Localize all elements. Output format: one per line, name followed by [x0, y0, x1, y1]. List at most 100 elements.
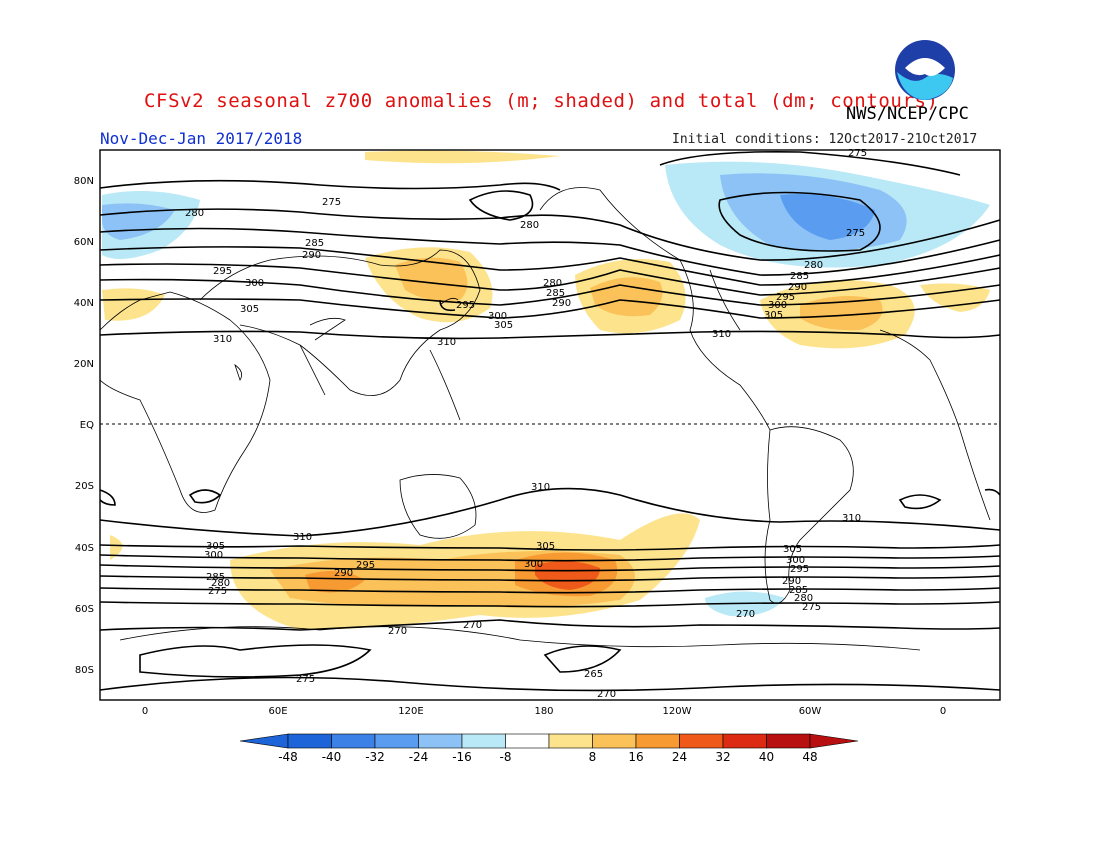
contour-label: 295 [456, 300, 475, 311]
colorbar-right-arrow [809, 733, 859, 749]
contour-label: 305 [206, 541, 225, 552]
contour-label: 280 [211, 578, 230, 589]
contour-label: 275 [848, 148, 867, 159]
lon-label: 0 [142, 706, 148, 717]
lon-label: 0 [940, 706, 946, 717]
contour-label: 270 [597, 689, 616, 700]
lon-label: 60W [799, 706, 822, 717]
colorbar-label: 16 [628, 750, 643, 764]
contour-label: 305 [240, 304, 259, 315]
lat-label: 60S [75, 604, 94, 615]
contour-lines [99, 150, 1001, 692]
contour-label: 285 [789, 585, 808, 596]
contour-label: 290 [552, 298, 571, 309]
contour-label: 275 [802, 602, 821, 613]
contour-label: 300 [488, 311, 507, 322]
longitude-axis: 0 60E 120E 180 120W 60W 0 [142, 706, 946, 717]
colorbar-label: 40 [759, 750, 774, 764]
initial-conditions: Initial conditions: 12Oct2017-21Oct2017 [672, 132, 978, 147]
contour-label: 310 [437, 337, 456, 348]
map-frame [99, 149, 1001, 701]
contour-label: 300 [245, 278, 264, 289]
lon-label: 60E [268, 706, 287, 717]
noaa-logo-icon [895, 40, 955, 100]
contour-label: 290 [334, 568, 353, 579]
colorbar-label: -48 [278, 750, 298, 764]
colorbar-label: -16 [452, 750, 472, 764]
contour-label: 275 [322, 197, 341, 208]
contour-label: 295 [213, 266, 232, 277]
contour-label: 300 [204, 550, 223, 561]
contour-label: 275 [208, 586, 227, 597]
contour-label: 290 [302, 250, 321, 261]
lat-label: 60N [74, 237, 94, 248]
lat-label: 80S [75, 665, 94, 676]
contour-label: 295 [790, 564, 809, 575]
contour-label: 305 [764, 310, 783, 321]
lat-label: 40S [75, 543, 94, 554]
colorbar-swatch [592, 733, 637, 749]
contour-label: 310 [293, 532, 312, 543]
contour-label: 305 [783, 544, 802, 555]
colorbar-label: -40 [322, 750, 342, 764]
contour-label: 265 [584, 669, 603, 680]
contour-label: 310 [842, 513, 861, 524]
lon-label: 180 [534, 706, 553, 717]
colorbar-left-arrow [239, 733, 289, 749]
agency-label: NWS/NCEP/CPC [846, 104, 969, 124]
contour-label: 290 [788, 282, 807, 293]
contour-label: 275 [296, 674, 315, 685]
contour-label: 280 [794, 593, 813, 604]
contour-label: 280 [520, 220, 539, 231]
colorbar-swatch [766, 733, 811, 749]
colorbar-swatch [505, 733, 550, 749]
colorbar-swatch [548, 733, 593, 749]
colorbar-label: -32 [365, 750, 385, 764]
contour-label: 285 [546, 288, 565, 299]
colorbar-label: 8 [589, 750, 597, 764]
colorbar-label: 48 [802, 750, 817, 764]
contour-label: 295 [356, 560, 375, 571]
colorbar-label: 32 [715, 750, 730, 764]
lat-label: 20S [75, 481, 94, 492]
contour-label: 295 [776, 292, 795, 303]
lat-label: 40N [74, 298, 94, 309]
contour-label: 270 [388, 626, 407, 637]
contour-label: 300 [524, 559, 543, 570]
colorbar-swatch [374, 733, 419, 749]
colorbar: -48 -40 -32 -24 -16 -8 8 16 24 32 40 48 [239, 733, 859, 764]
contour-label: 280 [185, 208, 204, 219]
latitude-axis: 80N 60N 40N 20N EQ 20S 40S 60S 80S [74, 176, 94, 676]
contour-label: 290 [782, 576, 801, 587]
contour-label: 280 [543, 278, 562, 289]
contour-label: 270 [463, 620, 482, 631]
contour-label: 285 [206, 572, 225, 583]
colorbar-swatch [635, 733, 680, 749]
contour-label: 310 [712, 329, 731, 340]
lon-label: 120W [663, 706, 692, 717]
contour-label: 280 [804, 260, 823, 271]
contour-label: 305 [536, 541, 555, 552]
colorbar-label: -8 [500, 750, 512, 764]
lat-label: 80N [74, 176, 94, 187]
colorbar-swatch [461, 733, 506, 749]
contour-label: 305 [494, 320, 513, 331]
forecast-period: Nov-Dec-Jan 2017/2018 [100, 129, 303, 148]
contour-label: 300 [768, 300, 787, 311]
colorbar-label: 24 [672, 750, 687, 764]
lon-label: 120E [398, 706, 423, 717]
contour-label: 275 [846, 228, 865, 239]
contour-label: 300 [786, 555, 805, 566]
lat-label: 20N [74, 359, 94, 370]
chart-title: CFSv2 seasonal z700 anomalies (m; shaded… [144, 90, 939, 112]
colorbar-label: -24 [409, 750, 429, 764]
contour-label: 270 [736, 609, 755, 620]
colorbar-swatch [331, 733, 376, 749]
lat-label: EQ [80, 420, 94, 431]
coastlines [99, 187, 991, 651]
colorbar-swatch [287, 733, 332, 749]
colorbar-swatch [679, 733, 724, 749]
contour-label: 285 [305, 238, 324, 249]
contour-value-labels: 275 280 280 285 290 295 300 305 310 295 … [185, 148, 867, 700]
